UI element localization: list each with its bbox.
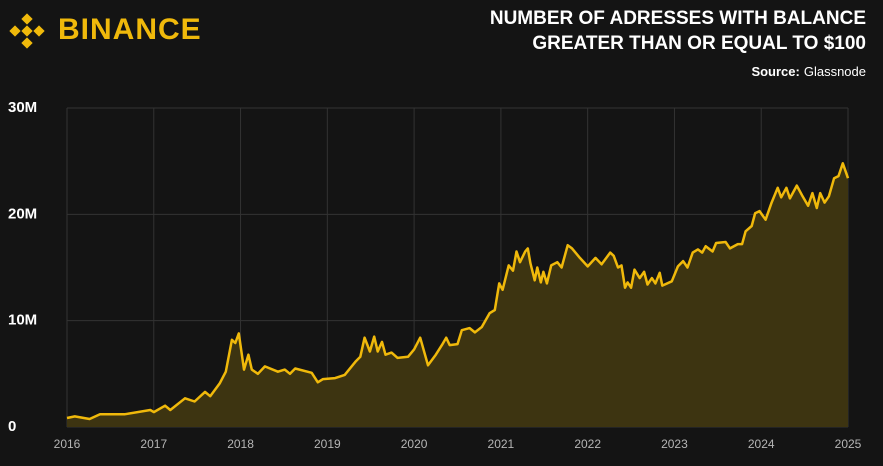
chart-title: GREATER THAN OR EQUAL TO $100 [532, 33, 866, 54]
y-tick-label: 20M [8, 205, 37, 222]
source-name: Glassnode [804, 64, 866, 79]
chart-title: NUMBER OF ADRESSES WITH BALANCE [490, 8, 866, 29]
y-tick-label: 30M [8, 99, 37, 116]
brand-name: BINANCE [58, 13, 202, 46]
y-tick-label: 10M [8, 312, 37, 329]
source: Source: Glassnode [751, 64, 866, 79]
x-tick-label: 2020 [401, 437, 428, 451]
x-tick-label: 2016 [54, 437, 81, 451]
area-fill [67, 163, 848, 428]
x-tick-label: 2019 [314, 437, 341, 451]
x-tick-label: 2025 [835, 437, 862, 451]
y-tick-label: 0 [8, 418, 16, 435]
brand-logo [9, 13, 45, 49]
data-line [66, 162, 850, 421]
x-tick-label: 2023 [661, 437, 688, 451]
x-tick-label: 2022 [574, 437, 601, 451]
x-tick-label: 2021 [488, 437, 515, 451]
x-tick-label: 2018 [227, 437, 254, 451]
x-tick-label: 2024 [748, 437, 775, 451]
x-tick-label: 2017 [140, 437, 167, 451]
source-label: Source: [751, 64, 799, 79]
